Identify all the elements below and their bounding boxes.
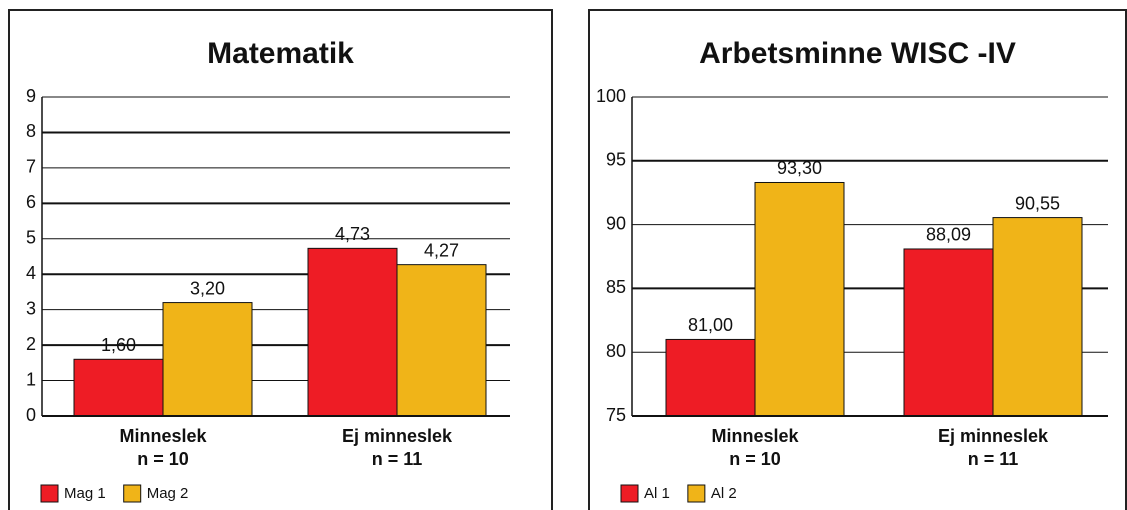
bar	[307, 247, 398, 417]
y-tick-label: 7	[26, 157, 36, 177]
x-tick-label: Ej minneslek	[938, 426, 1049, 446]
y-tick-label: 85	[606, 277, 626, 297]
x-tick-note: n = 11	[968, 449, 1019, 469]
value-label: 4,73	[335, 224, 370, 244]
value-label: 88,09	[926, 225, 971, 245]
panel-border	[588, 9, 1127, 510]
legend-label: Al 2	[711, 485, 737, 502]
y-tick-label: 3	[26, 298, 36, 318]
value-label: 81,00	[688, 315, 733, 335]
y-tick-label: 2	[26, 334, 36, 354]
x-tick-note: n = 10	[137, 449, 189, 469]
y-tick-label: 90	[606, 213, 626, 233]
y-tick-label: 6	[26, 192, 36, 212]
y-tick-label: 100	[596, 86, 626, 106]
value-label: 90,55	[1015, 193, 1060, 213]
bar	[73, 358, 164, 417]
bar	[162, 302, 253, 417]
bar	[992, 217, 1083, 417]
legend-swatch	[40, 484, 59, 503]
bar	[396, 264, 487, 417]
y-tick-label: 9	[26, 86, 36, 106]
y-tick-label: 5	[26, 228, 36, 248]
y-tick-label: 0	[26, 405, 36, 425]
legend-label: Mag 2	[147, 485, 189, 502]
value-label: 3,20	[190, 278, 225, 298]
x-tick-label: Minneslek	[119, 426, 207, 446]
y-tick-label: 4	[26, 263, 36, 283]
bar	[665, 338, 756, 417]
y-tick-label: 8	[26, 121, 36, 141]
chart-title: Matematik	[207, 37, 354, 70]
value-label: 93,30	[777, 158, 822, 178]
x-tick-label: Minneslek	[711, 426, 799, 446]
bar	[754, 181, 845, 417]
legend-label: Al 1	[644, 485, 670, 502]
y-tick-label: 75	[606, 405, 626, 425]
bar	[903, 248, 994, 417]
x-tick-label: Ej minneslek	[342, 426, 453, 446]
value-label: 4,27	[424, 240, 459, 260]
x-tick-note: n = 11	[372, 449, 423, 469]
legend-label: Mag 1	[64, 485, 106, 502]
panel-border	[8, 9, 553, 510]
legend-swatch	[123, 484, 142, 503]
legend-swatch	[687, 484, 706, 503]
y-tick-label: 80	[606, 341, 626, 361]
chart-title: Arbetsminne WISC -IV	[699, 37, 1016, 70]
y-tick-label: 95	[606, 150, 626, 170]
legend-swatch	[620, 484, 639, 503]
value-label: 1,60	[101, 335, 136, 355]
x-tick-note: n = 10	[729, 449, 781, 469]
y-tick-label: 1	[26, 369, 36, 389]
